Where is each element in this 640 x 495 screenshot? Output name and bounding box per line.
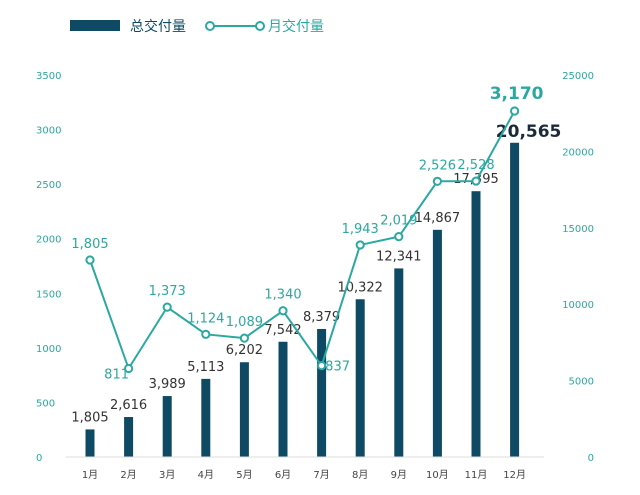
- bar-data-label: 6,202: [226, 343, 263, 358]
- bar-series: [85, 142, 520, 458]
- line-data-label: 1,089: [226, 315, 263, 330]
- line-point: [124, 363, 134, 374]
- line-point: [85, 255, 95, 265]
- y-right-tick: 10000: [562, 300, 594, 311]
- bar-data-label: 10,322: [337, 280, 383, 295]
- bar-data-label: 3,989: [149, 377, 186, 392]
- bar: [471, 191, 481, 457]
- y-right-tick: 5000: [569, 377, 594, 388]
- line-point: [471, 176, 481, 186]
- y-axis-right: 0 5000 10000 15000 20000 25000: [562, 71, 594, 464]
- line-data-label: 1,124: [187, 311, 224, 326]
- x-tick-label: 4月: [198, 469, 214, 481]
- bar: [85, 429, 95, 457]
- legend-bar-swatch: [70, 20, 120, 31]
- line-data-label: 811: [104, 367, 129, 382]
- bar: [432, 229, 442, 457]
- y-left-tick: 500: [36, 398, 55, 409]
- line-data-label: 3,170: [490, 84, 544, 104]
- x-tick-label: 5月: [236, 469, 252, 481]
- bar-data-label: 5,113: [187, 360, 224, 375]
- x-tick-label: 2月: [120, 469, 136, 481]
- y-right-tick: 15000: [562, 224, 594, 235]
- y-left-tick: 3000: [36, 126, 61, 137]
- y-left-tick: 1500: [36, 289, 61, 300]
- bar-data-label: 7,542: [264, 323, 301, 338]
- bar: [201, 378, 211, 457]
- legend-line-marker-left: [205, 21, 215, 31]
- y-left-tick: 2500: [36, 180, 61, 191]
- line-data-label: 837: [325, 360, 350, 375]
- y-left-tick: 1000: [36, 344, 61, 355]
- x-tick-label: 7月: [313, 469, 329, 481]
- bar-labels: 1,8052,6163,9895,1136,2027,5428,37910,32…: [71, 122, 561, 426]
- line-path: [89, 110, 516, 371]
- line-data-label: 1,943: [342, 222, 379, 237]
- y-left-tick: 0: [36, 453, 42, 464]
- y-right-tick: 25000: [562, 71, 594, 82]
- bar-data-label: 1,805: [71, 410, 108, 425]
- line-data-label: 2,019: [380, 214, 417, 229]
- y-right-tick: 20000: [562, 147, 594, 158]
- bar: [355, 299, 365, 457]
- bar: [124, 417, 134, 457]
- x-tick-label: 12月: [503, 469, 526, 481]
- legend-bar-label: 总交付量: [130, 18, 186, 35]
- bar: [278, 341, 288, 457]
- y-left-tick: 3500: [36, 71, 61, 82]
- line-point: [162, 302, 172, 312]
- x-tick-label: 6月: [275, 469, 291, 481]
- line-point: [509, 106, 520, 116]
- x-tick-label: 10月: [426, 469, 449, 481]
- bar-data-label: 20,565: [496, 122, 562, 142]
- line-point: [278, 306, 288, 316]
- line-data-label: 1,373: [149, 284, 186, 299]
- bar-data-label: 12,341: [376, 249, 422, 264]
- line-data-label: 1,805: [71, 237, 108, 252]
- y-right-tick: 0: [588, 453, 594, 464]
- bar: [162, 396, 172, 457]
- legend: 总交付量 月交付量: [70, 18, 324, 35]
- line-point: [201, 329, 211, 339]
- x-tick-label: 11月: [465, 469, 488, 481]
- bar-data-label: 8,379: [303, 310, 340, 325]
- bar-data-label: 14,867: [415, 211, 461, 226]
- y-axis-left: 0 500 1000 1500 2000 2500 3000 3500: [36, 71, 61, 464]
- bar: [394, 268, 404, 457]
- x-tick-label: 9月: [391, 469, 407, 481]
- line-point: [394, 232, 404, 242]
- line-point: [317, 361, 327, 371]
- line-series: [85, 106, 520, 374]
- bar: [239, 362, 249, 457]
- line-point: [432, 176, 442, 186]
- bar-data-label: 2,616: [110, 398, 147, 413]
- x-tick-label: 8月: [352, 469, 368, 481]
- line-data-label: 1,340: [264, 288, 301, 303]
- line-data-label: 2,526: [419, 158, 456, 173]
- line-point: [355, 240, 365, 250]
- legend-line-marker-right: [255, 21, 265, 31]
- bar: [317, 328, 327, 457]
- y-left-tick: 2000: [36, 235, 61, 246]
- line-data-label: 2,528: [457, 158, 494, 173]
- line-point: [239, 333, 249, 343]
- x-axis: 1月 2月 3月 4月 5月 6月 7月 8月 9月 10月 11月 12月: [66, 456, 544, 481]
- x-tick-label: 3月: [159, 469, 175, 481]
- bar: [510, 142, 520, 458]
- legend-line-label: 月交付量: [268, 18, 324, 35]
- x-tick-label: 1月: [82, 469, 98, 481]
